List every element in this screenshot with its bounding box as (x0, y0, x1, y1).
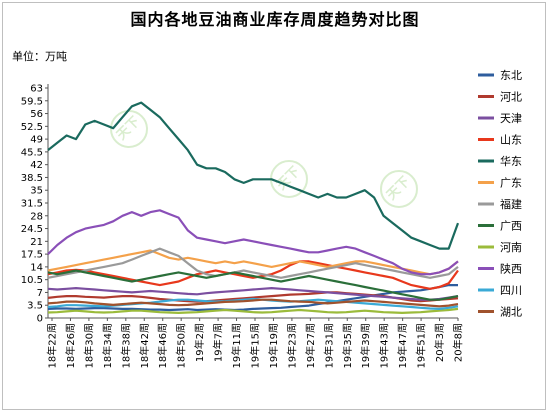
series-line-3 (47, 287, 459, 301)
x-tick-label: 19年23周 (285, 323, 298, 368)
legend-label: 四川 (500, 284, 522, 297)
y-tick-label: 35 (30, 186, 43, 197)
x-tick-label: 18年42周 (138, 323, 151, 368)
series-line-7 (47, 247, 459, 279)
y-tick-label: 0 (37, 314, 43, 325)
x-tick-label: 19年7周 (212, 323, 225, 362)
legend-label: 山东 (500, 134, 522, 147)
y-tick-label: 45.5 (21, 147, 43, 158)
y-tick-label: 49 (30, 135, 43, 146)
x-tick-label: 19年51周 (415, 323, 428, 368)
y-tick-label: 21 (30, 237, 43, 248)
unit-label: 单位：万吨 (12, 50, 67, 63)
y-tick-label: 3.5 (27, 301, 43, 312)
y-tick-label: 28 (30, 211, 43, 222)
y-tick-label: 59.5 (21, 96, 43, 107)
x-tick-label: 18年26周 (64, 323, 77, 368)
chart-frame (2, 2, 546, 410)
y-tick-label: 17.5 (21, 250, 43, 261)
series-line-6 (47, 249, 459, 276)
x-tick-label: 19年43周 (378, 323, 391, 368)
y-tick-label: 7 (37, 288, 43, 299)
x-tick-label: 19年31周 (322, 323, 335, 368)
x-tick-label: 18年50周 (175, 323, 188, 368)
series-line-5 (47, 101, 460, 250)
y-tick-label: 24.5 (21, 224, 43, 235)
y-tick-label: 56 (30, 109, 43, 120)
chart-title: 国内各地豆油商业库存周度趋势对比图 (130, 10, 420, 29)
legend-label: 河北 (500, 91, 522, 104)
legend-label: 天津 (500, 112, 522, 125)
legend-label: 广东 (500, 177, 522, 190)
y-tick-label: 10.5 (21, 275, 43, 286)
x-tick-label: 20年8周 (452, 323, 465, 362)
legend-label: 东北 (500, 69, 522, 82)
x-tick-label: 19年47周 (396, 323, 409, 368)
legend-label: 陕西 (500, 262, 522, 276)
x-tick-label: 19年11周 (230, 323, 243, 368)
y-tick-label: 52.5 (21, 122, 43, 133)
x-tick-label: 19年35周 (341, 323, 354, 368)
x-tick-label: 18年30周 (82, 323, 95, 368)
series-line-12 (47, 298, 459, 308)
y-tick-label: 31.5 (21, 199, 43, 210)
x-tick-label: 18年46周 (156, 323, 169, 368)
x-tick-label: 19年27周 (304, 323, 317, 368)
x-tick-label: 18年34周 (101, 323, 114, 368)
y-tick-label: 14 (30, 262, 43, 273)
legend-label: 广西 (500, 220, 522, 233)
series-line-9 (47, 307, 459, 314)
x-tick-label: 19年39周 (359, 323, 372, 368)
x-tick-label: 19年19周 (267, 323, 280, 368)
x-tick-label: 19年15周 (249, 323, 262, 368)
y-tick-label: 38.5 (21, 173, 43, 184)
x-tick-label: 18年38周 (119, 323, 132, 368)
legend-label: 湖北 (500, 306, 522, 319)
x-tick-label: 20年3周 (433, 323, 446, 362)
x-tick-label: 18年22周 (46, 323, 59, 368)
legend-label: 河南 (500, 241, 522, 254)
y-tick-label: 63 (30, 84, 43, 95)
y-tick-label: 42 (30, 160, 43, 171)
series-line-4 (47, 260, 459, 290)
series-line-10 (47, 209, 459, 276)
series-line-8 (47, 269, 459, 301)
legend-label: 华东 (500, 154, 522, 168)
x-tick-label: 19年2周 (193, 323, 206, 362)
legend-label: 福建 (500, 197, 522, 211)
